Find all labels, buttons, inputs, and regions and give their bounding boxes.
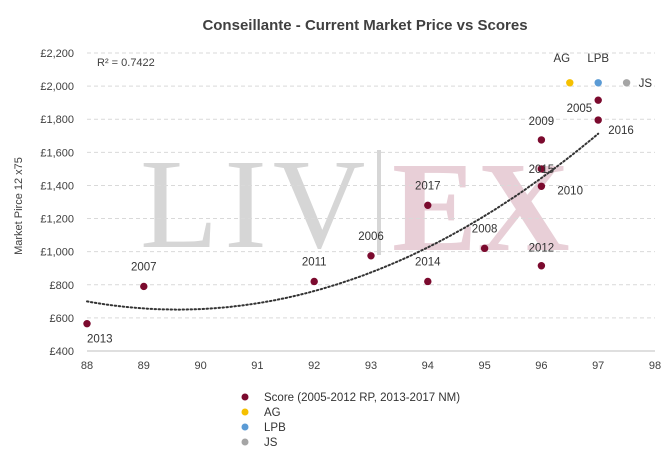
point-label: 2008 (472, 223, 498, 235)
legend-label: LPB (264, 422, 286, 434)
point-label: 2009 (529, 116, 555, 128)
data-point (566, 79, 574, 87)
x-tick-label: 94 (422, 360, 434, 372)
data-point (537, 165, 546, 173)
y-tick-label: £1,600 (40, 147, 74, 159)
legend-label: JS (264, 437, 278, 449)
x-tick-label: 96 (535, 360, 547, 372)
x-tick-label: 88 (81, 360, 93, 372)
y-tick-label: £400 (50, 346, 74, 358)
data-point (424, 201, 432, 210)
x-tick-label: 92 (308, 360, 320, 372)
y-axis-ticks: £400 £600 £800 £1,000 £1,200 £1,400 £1,600 £1,8… (40, 48, 74, 358)
x-axis-ticks: 88 89 90 91 92 93 94 95 96 97 98 (81, 360, 661, 372)
point-label: 2011 (302, 256, 327, 268)
point-label: 2017 (415, 180, 441, 192)
data-point (367, 252, 375, 260)
data-point (537, 262, 546, 270)
data-point (310, 277, 318, 286)
x-tick-label: 89 (138, 360, 150, 372)
legend-marker (241, 423, 249, 431)
legend-marker (241, 408, 249, 416)
polynomial-trendline (86, 132, 600, 311)
point-label: 2012 (529, 243, 555, 255)
point-label: 2010 (557, 185, 583, 197)
point-label: 2007 (131, 261, 157, 273)
y-tick-label: £800 (50, 280, 74, 292)
y-tick-label: £1,400 (40, 180, 74, 192)
x-tick-label: 97 (592, 360, 604, 372)
data-point (537, 136, 546, 144)
point-label: JS (639, 78, 653, 90)
legend-label: Score (2005-2012 RP, 2013-2017 NM) (264, 392, 460, 404)
point-label: 2006 (358, 231, 384, 243)
x-tick-label: 93 (365, 360, 377, 372)
data-point (424, 277, 432, 286)
data-point (83, 319, 91, 328)
y-tick-label: £1,000 (40, 247, 74, 259)
x-tick-label: 90 (194, 360, 206, 372)
data-point (480, 244, 489, 253)
data-point (594, 79, 602, 87)
point-label: 2016 (608, 125, 634, 137)
data-point (594, 96, 602, 104)
y-axis-label: Market Pirce 12 x75 (13, 157, 25, 255)
data-point (622, 79, 631, 87)
legend-label: AG (264, 407, 281, 419)
legend-marker (241, 393, 249, 401)
x-tick-label: 98 (649, 360, 661, 372)
y-tick-label: £600 (50, 313, 74, 325)
watermark-ex: EX (392, 136, 570, 278)
point-label: 2013 (87, 334, 113, 346)
x-tick-label: 91 (251, 360, 263, 372)
y-tick-label: £1,200 (40, 214, 74, 226)
r-squared-annotation: R² = 0.7422 (97, 57, 155, 69)
x-tick-label: 95 (478, 360, 490, 372)
data-point (140, 282, 148, 291)
point-label: LPB (587, 53, 609, 65)
data-point (594, 116, 602, 124)
data-points (83, 79, 631, 328)
legend: Score (2005-2012 RP, 2013-2017 NM) AG LPB J… (241, 392, 460, 449)
point-label: 2014 (415, 256, 441, 268)
watermark: LIV EX (140, 133, 570, 278)
gridlines (87, 52, 655, 319)
legend-marker (241, 438, 249, 446)
chart-title: Conseillante - Current Market Price vs S… (202, 17, 527, 34)
watermark-liv: LIV (140, 133, 371, 275)
point-label: AG (553, 53, 570, 65)
data-point (537, 182, 546, 190)
point-labels: 2013 2007 2011 2006 2014 2017 2008 2012 20102015… (87, 53, 652, 346)
watermark-divider (377, 150, 381, 255)
point-label: 2015 (529, 164, 555, 176)
y-tick-label: £2,200 (40, 48, 74, 60)
y-tick-label: £2,000 (40, 81, 74, 93)
point-label: 2005 (567, 103, 593, 115)
y-tick-label: £1,800 (40, 114, 74, 126)
